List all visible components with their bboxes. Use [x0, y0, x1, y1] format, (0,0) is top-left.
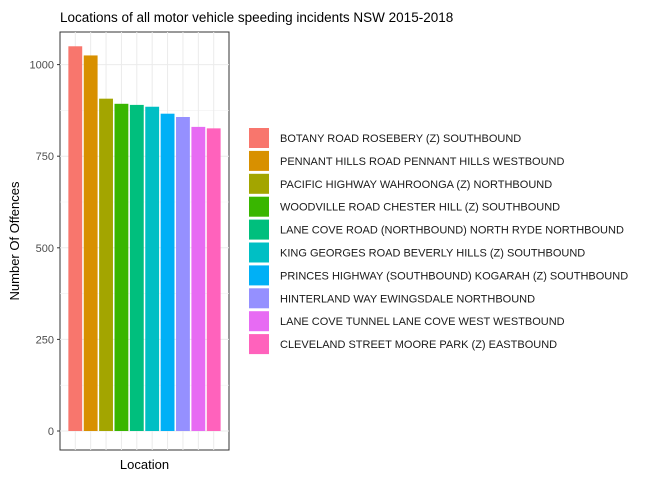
- bars: [68, 46, 221, 432]
- bar: [83, 55, 98, 431]
- legend-label: PRINCES HIGHWAY (SOUTHBOUND) KOGARAH (Z)…: [280, 270, 628, 282]
- legend-key: [249, 128, 269, 148]
- y-tick-label: 0: [48, 426, 54, 438]
- legend-key: [249, 242, 269, 263]
- legend-label: PENNANT HILLS ROAD PENNANT HILLS WESTBOU…: [280, 156, 564, 168]
- legend-label: LANE COVE ROAD (NORTHBOUND) NORTH RYDE N…: [280, 225, 624, 237]
- x-axis-title: Location: [120, 457, 169, 472]
- bar: [129, 104, 144, 432]
- bar: [114, 103, 129, 431]
- y-tick-label: 500: [36, 243, 54, 255]
- legend-label: BOTANY ROAD ROSEBERY (Z) SOUTHBOUND: [280, 133, 521, 145]
- y-axis: 0 250 500 750 1000: [30, 60, 60, 438]
- legend-key: [249, 311, 269, 332]
- legend-key: [249, 150, 269, 171]
- legend: BOTANY ROAD ROSEBERY (Z) SOUTHBOUND PENNA…: [249, 128, 628, 355]
- y-tick-label: 250: [36, 334, 54, 346]
- legend-label: WOODVILLE ROAD CHESTER HILL (Z) SOUTHBOU…: [280, 202, 560, 214]
- bar: [206, 128, 221, 431]
- y-tick-label: 1000: [30, 60, 54, 72]
- bar: [176, 116, 190, 431]
- legend-key: [249, 219, 269, 240]
- y-axis-title: Number Of Offences: [7, 181, 22, 300]
- legend-label: HINTERLAND WAY EWINGSDALE NORTHBOUND: [280, 293, 535, 305]
- legend-key: [249, 334, 269, 355]
- bar: [191, 126, 206, 431]
- bar: [68, 46, 83, 431]
- legend-key: [249, 288, 269, 309]
- legend-key: [249, 196, 269, 217]
- legend-label: CLEVELAND STREET MOORE PARK (Z) EASTBOUN…: [280, 339, 557, 351]
- legend-label: LANE COVE TUNNEL LANE COVE WEST WESTBOUN…: [280, 316, 565, 328]
- legend-label: PACIFIC HIGHWAY WAHROONGA (Z) NORTHBOUND: [280, 179, 552, 191]
- bar: [99, 98, 113, 431]
- y-tick-label: 750: [36, 151, 54, 163]
- legend-label: KING GEORGES ROAD BEVERLY HILLS (Z) SOUT…: [280, 248, 585, 260]
- legend-key: [249, 173, 269, 194]
- bar: [145, 106, 160, 432]
- chart-title: Locations of all motor vehicle speeding …: [60, 10, 453, 25]
- legend-key: [249, 265, 269, 286]
- bar: [160, 113, 175, 431]
